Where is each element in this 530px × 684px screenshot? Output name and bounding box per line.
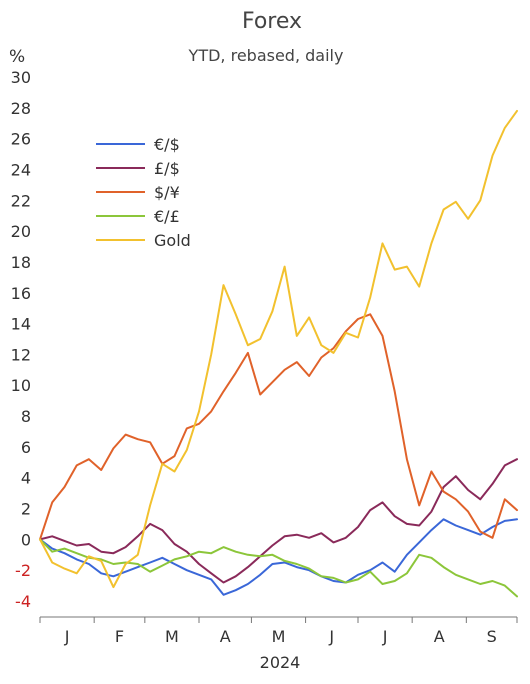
x-axis-year-label: 2024 [260,653,301,672]
series-line-4 [39,109,518,589]
x-tick-label: J [328,627,334,646]
y-tick-label: -2 [15,561,31,580]
chart-subtitle: YTD, rebased, daily [188,46,344,65]
x-tick-label: A [434,627,445,646]
y-tick-label: 0 [21,530,31,549]
y-tick-label: 20 [11,222,31,241]
y-tick-label: 8 [21,407,31,426]
chart-title: Forex [242,9,302,34]
y-tick-label: 22 [11,191,31,210]
series-lines [39,109,518,598]
x-tick-label: S [487,627,497,646]
y-unit-label: % [9,47,25,67]
legend: €/$ £/$ $/¥ €/£ Gold [96,135,191,250]
y-tick-label: -4 [15,592,31,611]
y-tick-label: 24 [11,160,31,179]
y-tick-label: 26 [11,130,31,149]
x-tick-label: F [115,627,124,646]
x-tick-label: M [165,627,179,646]
series-line-3 [39,538,518,598]
y-tick-label: 12 [11,345,31,364]
x-tick-label: A [220,627,231,646]
x-tick-label: J [382,627,388,646]
y-tick-label: 2 [21,500,31,519]
legend-label: £/$ [154,159,180,178]
y-tick-label: 6 [21,438,31,457]
x-tick-label: M [272,627,286,646]
legend-label: $/¥ [154,183,180,202]
legend-label: Gold [154,231,191,250]
y-tick-label: 14 [11,315,31,334]
legend-label: €/$ [154,135,180,154]
legend-label: €/£ [154,207,180,226]
y-tick-label: 28 [11,99,31,118]
series-line-2 [39,313,518,541]
x-tick-label: J [64,627,70,646]
series-line-1 [39,458,518,584]
y-tick-label: 16 [11,284,31,303]
y-tick-label: 18 [11,253,31,272]
y-tick-label: 30 [11,68,31,87]
y-tick-label: 4 [21,469,31,488]
y-tick-label: 10 [11,376,31,395]
